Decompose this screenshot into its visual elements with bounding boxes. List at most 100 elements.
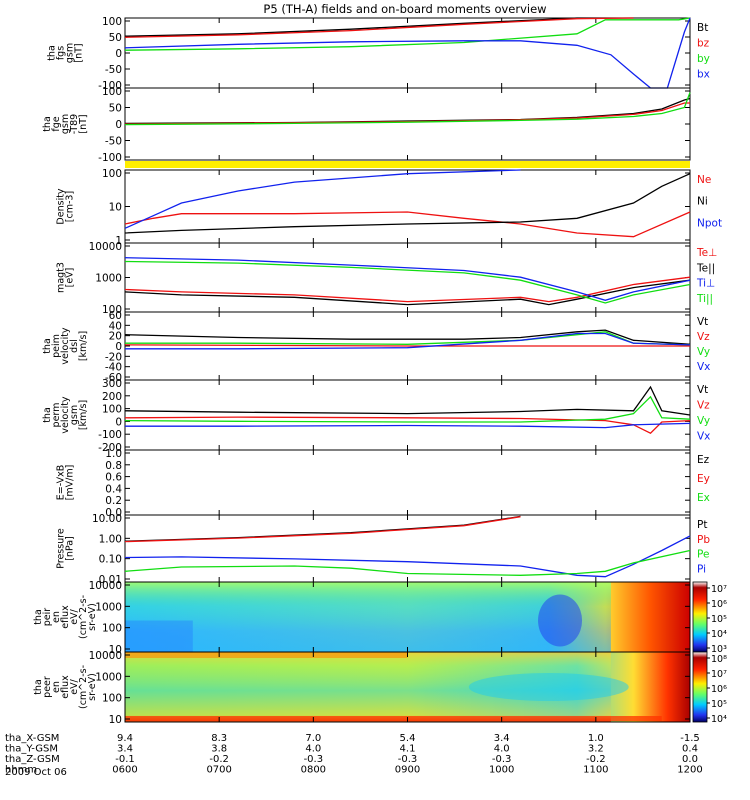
y-tick-label: -50	[105, 136, 122, 148]
y-tick-label: 100	[102, 693, 122, 705]
x-axis-value: 8.3	[211, 733, 227, 744]
y-tick-label: 0.0	[105, 507, 122, 519]
y-tick-label: 50	[109, 32, 122, 44]
legend-entry: Ey	[697, 473, 710, 485]
y-axis-label: sr-eV)	[87, 603, 98, 631]
x-axis-value: 9.4	[117, 733, 133, 744]
y-tick-label: 0.10	[99, 554, 122, 566]
y-tick-label: 20	[109, 331, 122, 343]
colorbar-peir: 10⁷ 10⁶ 10⁵ 10⁴ 10³	[692, 581, 727, 655]
x-axis-value: 0800	[301, 765, 326, 776]
y-axis-label: peer	[42, 676, 53, 698]
legend-entry: Vt	[697, 316, 708, 328]
y-axis-label: gsm	[65, 43, 76, 63]
y-axis-label: en	[51, 611, 62, 623]
y-axis-label: sr-eV)	[87, 673, 98, 701]
legend-entry: Vy	[697, 415, 710, 427]
legend-entry: Ni	[697, 196, 708, 208]
y-axis-label: magt3	[56, 262, 67, 293]
x-axis-value: 1200	[677, 765, 702, 776]
y-tick-label: 100	[102, 404, 122, 416]
y-tick-label: 1000	[95, 601, 122, 613]
legend-entry: Ne	[697, 174, 711, 186]
quality-bar	[125, 161, 690, 168]
x-axis-value: 0600	[112, 765, 137, 776]
y-tick-label: 200	[102, 391, 122, 403]
y-tick-label: 0	[115, 119, 122, 131]
series-peim-Vt	[124, 329, 691, 345]
legend-entry: Te||	[696, 262, 715, 274]
y-tick-label: 100	[102, 16, 122, 28]
y-tick-label: -100	[98, 429, 122, 441]
series-fgs-by	[124, 17, 691, 51]
x-axis-value: -0.3	[398, 754, 418, 765]
y-axis-label: eflux	[60, 605, 71, 629]
y-axis-label: -T89	[69, 114, 80, 134]
colorbar-label: 10⁵	[711, 614, 727, 625]
y-tick-label: 10	[109, 202, 122, 214]
legend-entry: Pi	[697, 563, 706, 575]
x-axis-value: -0.3	[304, 754, 324, 765]
x-axis-value: 0700	[206, 765, 231, 776]
series-perm-Vz	[124, 416, 691, 434]
y-tick-label: 0	[115, 416, 122, 428]
y-tick-label: 10	[109, 714, 122, 726]
legend-entry: Bt	[697, 22, 708, 34]
panel-efield: 1.00.80.60.40.20.0 E=-VxB[mV/m] Ez Ey Ex	[56, 448, 710, 519]
y-axis-label: Pressure	[56, 528, 67, 569]
y-tick-label: -100	[98, 152, 122, 164]
legend-entry: Vx	[697, 361, 710, 373]
panel-peer: 10000 1000 100 10 thapeerenefluxeV/(cm^2-s-s…	[33, 650, 727, 726]
y-axis-label: E=-VxB	[56, 465, 67, 500]
colorbar-peer: 10⁸ 10⁷ 10⁶ 10⁵ 10⁴	[692, 651, 727, 725]
y-axis-label: [cm-3]	[65, 191, 76, 222]
figure-title: P5 (TH-A) fields and on-board moments ov…	[263, 2, 546, 16]
series-density-Ne	[124, 211, 691, 238]
x-axis-value: 0.4	[682, 744, 698, 755]
y-axis-label: tha	[42, 338, 53, 354]
y-axis-label: [nT]	[74, 43, 85, 62]
series-magt3-Te||	[124, 279, 691, 306]
x-axis-value: -0.3	[492, 754, 512, 765]
series-magt3-Te⊥	[124, 276, 691, 303]
colorbar-label: 10⁵	[711, 699, 727, 710]
y-axis-label: [mV/m]	[65, 465, 76, 501]
legend-entry: Pb	[697, 534, 710, 546]
y-tick-label: -50	[105, 64, 122, 76]
y-tick-label: -100	[98, 80, 122, 92]
y-tick-label: 1000	[95, 273, 122, 285]
series-peim-Vx	[125, 332, 691, 350]
y-axis-label: tha	[42, 407, 53, 423]
y-axis-label: [km/s]	[78, 331, 89, 361]
y-tick-label: 50	[109, 103, 122, 115]
y-tick-label: -200	[98, 442, 122, 454]
x-axis-value: 7.0	[305, 733, 321, 744]
x-axis-value: 4.0	[305, 744, 321, 755]
colorbar-label: 10⁴	[711, 714, 727, 725]
legend-entry: Ti⊥	[696, 278, 715, 290]
series-density-Ni	[124, 173, 691, 234]
y-axis-label: eV/	[69, 608, 80, 624]
colorbar-label: 10⁶	[711, 599, 727, 610]
series-magt3-Ti||	[124, 260, 691, 304]
x-axis-labels: tha_X-GSM 9.4 8.3 7.0 5.4 3.4 1.0 -1.5 tha_Y-GSM…	[5, 733, 703, 776]
x-axis-value: 3.8	[211, 744, 227, 755]
legend-entry: Npot	[697, 217, 722, 229]
y-axis-label: peim	[51, 334, 62, 358]
legend-entry: by	[697, 53, 710, 65]
legend-entry: Pt	[697, 519, 707, 531]
series-perm-Vt	[124, 385, 691, 416]
panel-density: 100 10 1 Density[cm-3] Ne Ni Npot	[56, 168, 723, 247]
series-pressure-Pe	[124, 549, 691, 576]
legend-entry: Te⊥	[696, 247, 717, 259]
y-tick-label: 100	[102, 168, 122, 180]
y-tick-label: 100	[102, 304, 122, 316]
y-tick-label: 10	[109, 644, 122, 656]
y-axis-label: dsl	[69, 339, 80, 353]
series-fgs-bx	[124, 17, 691, 89]
series-fgs-Bt	[124, 17, 634, 37]
y-tick-label: 10.00	[92, 513, 122, 525]
colorbar-label: 10⁸	[711, 654, 727, 665]
